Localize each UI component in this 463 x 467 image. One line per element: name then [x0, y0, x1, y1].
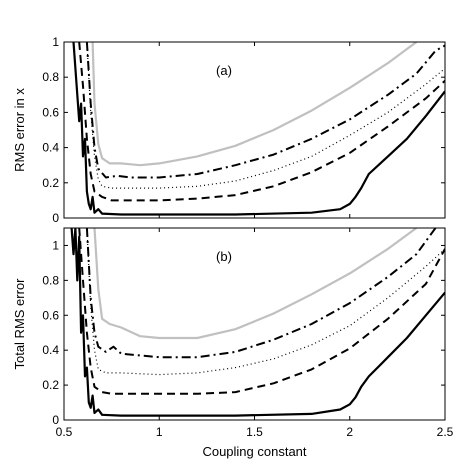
y-tick-label: 1 — [52, 238, 59, 252]
series-line-dashdot — [85, 42, 445, 179]
x-tick-label: 1.5 — [246, 425, 263, 439]
y-tick-label: 0.8 — [42, 273, 59, 287]
y-axis-label: Total RMS error — [12, 278, 27, 370]
y-tick-label: 0 — [52, 211, 59, 225]
y-tick-label: 1 — [52, 35, 59, 49]
plot-frame — [63, 227, 446, 421]
series-line-dashdot — [85, 228, 437, 359]
series-line-solid — [93, 228, 418, 340]
y-tick-label: 0.8 — [42, 70, 59, 84]
y-tick-label: 0 — [52, 413, 59, 427]
series-line-solid — [70, 228, 445, 417]
panel-b: 0.5 1 1.5 2 2.5 0 0.2 0.4 0.6 0.8 1 (b) Total RMS er… — [12, 227, 454, 459]
series-line-dashed — [78, 42, 445, 202]
y-tick-label: 0.4 — [42, 343, 59, 357]
series-line-solid — [91, 42, 418, 167]
y-axis-label: RMS error in x — [12, 88, 27, 172]
y-tick-label: 0.4 — [42, 141, 59, 155]
y-tick-label: 0.6 — [42, 308, 59, 322]
series-group — [70, 228, 445, 417]
y-tick-label: 0.2 — [42, 176, 59, 190]
series-line-dashed — [78, 228, 445, 395]
y-tick-label: 0.6 — [42, 105, 59, 119]
panel-a: 0 0.2 0.4 0.6 0.8 1 (a) RMS error in x — [12, 35, 446, 225]
y-tick-label: 0.2 — [42, 378, 59, 392]
x-tick-label: 0.5 — [56, 425, 73, 439]
series-line-dotted — [86, 228, 445, 376]
panel-label: (b) — [216, 249, 232, 264]
x-tick-label: 2.5 — [437, 425, 454, 439]
series-group — [72, 42, 445, 216]
panel-label: (a) — [216, 63, 232, 78]
series-line-solid — [72, 42, 445, 216]
x-tick-label: 2 — [346, 425, 353, 439]
x-axis-label: Coupling constant — [202, 444, 306, 459]
x-tick-label: 1 — [156, 425, 163, 439]
